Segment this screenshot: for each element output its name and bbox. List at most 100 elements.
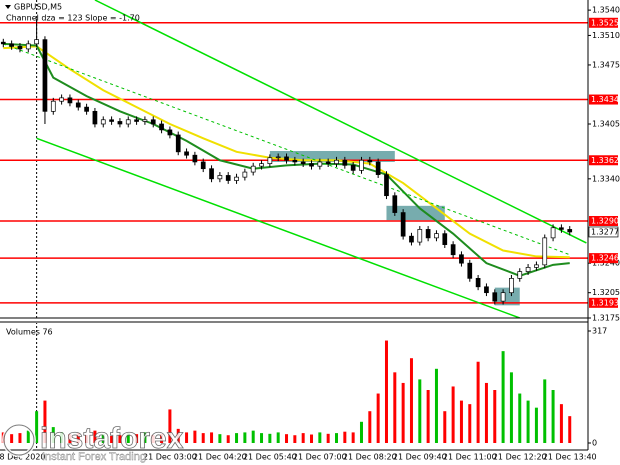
candle-body	[542, 237, 548, 266]
candle-body	[134, 119, 139, 122]
candle-body	[84, 106, 89, 112]
candle-body	[559, 227, 564, 230]
candle-body	[234, 176, 239, 181]
candle-body	[184, 151, 189, 156]
volume-bar	[401, 382, 405, 443]
volume-bar	[534, 407, 538, 443]
y-tick-label: 1.3340	[592, 174, 620, 183]
x-tick-label: 21 Dec 07:00	[293, 453, 347, 462]
x-tick-label: 21 Dec 11:00	[443, 453, 497, 462]
candle-body	[109, 119, 114, 122]
level-label: 1.3362	[591, 156, 619, 165]
volume-bar	[168, 409, 172, 443]
candle-body	[50, 100, 56, 112]
volume-bar	[376, 393, 380, 443]
volume-bar	[268, 433, 272, 443]
volume-bar	[384, 340, 388, 443]
volume-bar	[326, 433, 330, 443]
level-label: 1.3434	[591, 95, 619, 104]
candle-body	[34, 39, 39, 45]
candle-body	[0, 41, 6, 45]
last-price-label: 1.3277	[591, 227, 619, 236]
y-tick-label: 0	[592, 439, 597, 448]
candle-body	[225, 175, 231, 181]
volume-bar	[151, 435, 155, 443]
volume-bar	[418, 379, 422, 443]
volume-bar	[10, 434, 14, 443]
volume-bar	[226, 435, 230, 443]
candle-body	[75, 102, 81, 108]
level-label: 1.3525	[591, 18, 619, 27]
candle-body	[534, 264, 539, 268]
candle-body	[450, 244, 456, 256]
candle-body	[375, 161, 381, 175]
y-tick-label: 317	[592, 327, 607, 336]
price-plot	[0, 0, 588, 318]
candle-body	[250, 165, 256, 173]
candle-body	[92, 110, 98, 125]
volume-bar	[318, 432, 322, 443]
candle-body	[367, 159, 373, 163]
overlay-line	[3, 42, 570, 277]
y-tick-label: 1.3205	[592, 288, 620, 297]
candle-body	[550, 227, 556, 239]
volume-bar	[293, 435, 297, 443]
volume-bar	[18, 433, 22, 443]
volume-bar	[126, 433, 130, 443]
x-tick-label: 21 Dec 05:40	[243, 453, 297, 462]
volume-bar	[85, 435, 89, 443]
volume-bar	[368, 411, 372, 443]
candle-body	[350, 164, 356, 171]
volume-bar	[359, 421, 363, 443]
volume-bar	[568, 416, 572, 443]
volume-bar	[43, 400, 47, 443]
volume-bar	[101, 434, 105, 443]
candle-body	[217, 175, 223, 180]
overlay-line	[36, 137, 521, 318]
x-tick-label: 21 Dec 08:20	[343, 453, 397, 462]
zone	[269, 150, 395, 162]
volume-bar	[543, 379, 547, 443]
volume-bar	[518, 393, 522, 443]
volume-bar	[60, 432, 64, 443]
volume-bar	[426, 390, 430, 443]
x-tick-label: 21 Dec 09:40	[393, 453, 447, 462]
candle-body	[9, 43, 14, 47]
volume-bar	[343, 431, 347, 443]
candle-body	[309, 163, 314, 167]
volume-bar	[176, 428, 180, 443]
volume-bar	[93, 430, 97, 443]
level-label-box	[589, 155, 618, 166]
candle-body	[275, 156, 281, 159]
level-label-box	[589, 215, 618, 226]
candle-body	[175, 134, 181, 153]
candle-body	[417, 229, 423, 243]
volume-bar	[135, 434, 139, 443]
volume-bar	[476, 361, 480, 443]
candle-body	[434, 233, 439, 239]
candle-body	[459, 254, 464, 264]
last-price-box	[588, 226, 619, 238]
candle-body	[442, 233, 448, 245]
volume-bar	[251, 430, 255, 443]
candle-body	[142, 119, 148, 122]
candle-body	[500, 292, 506, 302]
y-tick-label: 1.3405	[592, 119, 620, 128]
volume-bar	[559, 404, 563, 443]
candle-body	[517, 271, 523, 279]
volume-bar	[526, 400, 530, 443]
chart-subtitle: Channel dza = 123 Slope = -1.70	[6, 14, 140, 23]
candle-body	[359, 159, 364, 171]
candle-body	[25, 43, 31, 50]
volume-bar	[201, 433, 205, 443]
level-label-box	[589, 17, 618, 28]
candle-body	[567, 229, 573, 233]
candle-body	[384, 174, 389, 197]
y-tick-label: 1.3540	[592, 6, 620, 15]
volume-bar	[143, 432, 147, 443]
volume-bar	[160, 433, 164, 443]
level-label-box	[589, 253, 618, 264]
